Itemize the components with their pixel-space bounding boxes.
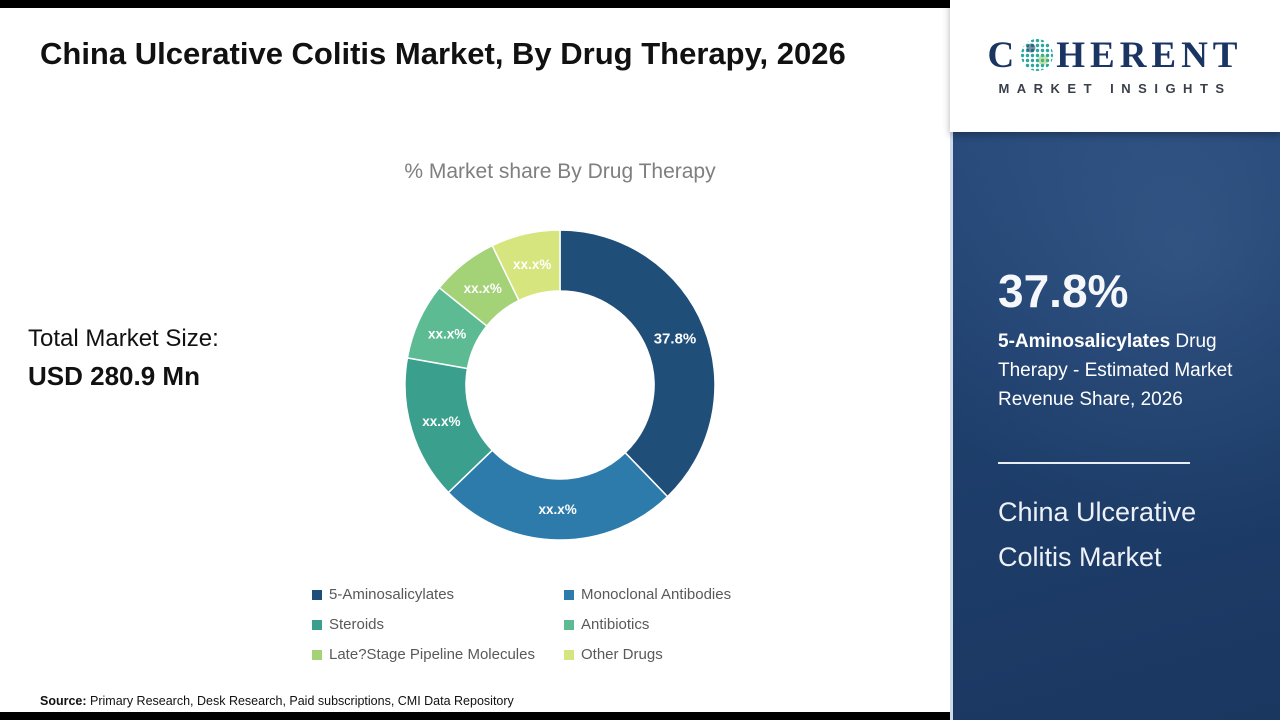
- legend-item-6: Other Drugs: [564, 646, 812, 663]
- legend-label-1: 5-Aminosalicylates: [329, 586, 455, 603]
- legend-swatch-5: [312, 649, 322, 660]
- slice-label-6: xx.x%: [513, 257, 551, 272]
- legend-label-4: Antibiotics: [581, 616, 650, 633]
- legend-item-5: Late?Stage Pipeline Molecules: [312, 646, 564, 663]
- legend-label-3: Steroids: [329, 616, 385, 633]
- legend-swatch-3: [312, 619, 322, 630]
- source-text: Primary Research, Desk Research, Paid su…: [86, 694, 514, 708]
- brand-wordmark: C HERENT: [988, 37, 1243, 74]
- slice-label-4: xx.x%: [428, 327, 466, 342]
- brand-logo: C HERENT: [950, 0, 1280, 132]
- bottom-edge-bar: [0, 712, 950, 720]
- legend-item-3: Steroids: [312, 616, 564, 633]
- legend-item-4: Antibiotics: [564, 616, 812, 633]
- brand-letter-c: C: [987, 34, 1020, 76]
- donut-chart: 37.8% xx.x% xx.x% xx.x% xx.x% xx.x%: [400, 225, 720, 545]
- source-line: Source: Primary Research, Desk Research,…: [40, 694, 514, 708]
- donut-chart-svg: 37.8% xx.x% xx.x% xx.x% xx.x% xx.x%: [404, 229, 716, 541]
- top-edge-bar: [0, 0, 950, 8]
- legend-swatch-6: [564, 649, 574, 660]
- chart-title: % Market share By Drug Therapy: [404, 160, 716, 183]
- slice-label-5: xx.x%: [464, 281, 502, 296]
- report-market-name: China Ulcerative Colitis Market: [998, 497, 1197, 573]
- page-title: China Ulcerative Colitis Market, By Drug…: [40, 36, 846, 71]
- legend-item-1: 5-Aminosalicylates: [312, 586, 564, 603]
- chart-legend: 5-Aminosalicylates Monoclonal Antibodies S…: [312, 586, 812, 663]
- total-market-size-label: Total Market Size:: [28, 325, 219, 352]
- highlight-stat-description: 5-Aminosalicylates Drug Therapy - Estima…: [998, 327, 1240, 414]
- globe-icon: [1021, 39, 1054, 71]
- right-sidebar: C HERENT: [950, 0, 1280, 720]
- donut-slice-6: [491, 229, 561, 302]
- legend-item-2: Monoclonal Antibodies: [564, 586, 812, 603]
- total-market-size-value: USD 280.9 Mn: [28, 361, 200, 391]
- highlight-stat-value: 37.8%: [998, 265, 1129, 317]
- legend-label-6: Other Drugs: [581, 646, 663, 663]
- total-market-size-block: Total Market Size: USD 280.9 Mn: [28, 325, 318, 392]
- donut-slice-1: [559, 229, 716, 498]
- legend-swatch-1: [312, 589, 322, 600]
- legend-swatch-2: [564, 589, 574, 600]
- highlight-stat-segment: 5-Aminosalicylates: [998, 331, 1171, 353]
- highlight-panel: 37.8% 5-Aminosalicylates Drug Therapy - …: [950, 132, 1280, 720]
- slice-label-2: xx.x%: [539, 502, 577, 517]
- slice-label-3: xx.x%: [422, 414, 460, 429]
- source-label: Source:: [40, 694, 87, 708]
- brand-rest: HERENT: [1056, 34, 1243, 76]
- legend-swatch-4: [564, 619, 574, 630]
- slice-label-1: 37.8%: [654, 331, 697, 348]
- panel-divider: [998, 462, 1190, 465]
- highlight-stat-rest: Drug Therapy - Estimated Market Revenue …: [998, 331, 1233, 411]
- legend-label-2: Monoclonal Antibodies: [581, 586, 732, 603]
- donut-slice-2: [447, 449, 669, 541]
- brand-subtitle: MARKET INSIGHTS: [998, 80, 1232, 96]
- legend-label-5: Late?Stage Pipeline Molecules: [329, 646, 535, 663]
